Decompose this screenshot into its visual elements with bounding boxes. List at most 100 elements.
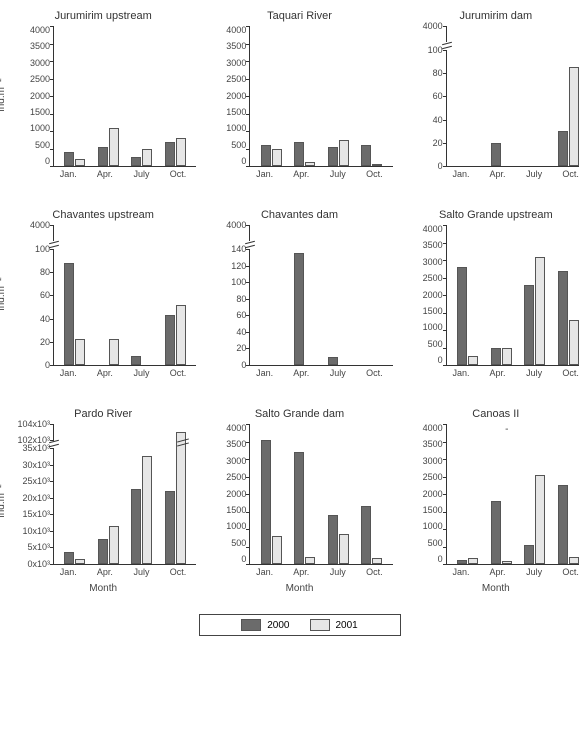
plot-area [53,424,196,565]
y-axis: 40003500300025002000150010005000 [403,424,446,564]
y-axis-label: ind.m⁻² [0,277,7,310]
chart: Canoas II-400035003000250020001500100050… [403,408,579,594]
bar-group [165,305,186,365]
bar-group [328,357,349,365]
y-tick: 3000 [423,258,443,267]
y-tick: 80 [433,69,443,78]
bar-group [131,149,152,167]
x-axis-title: Month [403,583,579,594]
bar-2000 [64,263,74,365]
bar-2001 [109,128,119,167]
bar-2000 [524,545,534,564]
y-tick: 80 [236,295,246,304]
y-tick: 80 [40,268,50,277]
plot-area [446,225,579,366]
y-tick: 40 [236,328,246,337]
chart: Taquari River400035003000250020001500100… [206,10,392,179]
y-tick: 3000 [226,59,246,68]
legend-item-2001: 2001 [310,619,358,631]
y-tick: 4000 [30,26,50,35]
y-tick: 1000 [30,124,50,133]
bar-2000 [165,491,175,564]
y-tick: 25x10³ [22,477,50,486]
x-axis: Jan.Apr.JulyOct. [246,567,392,577]
plot-area [446,424,579,565]
bar-group [558,271,579,366]
bar-2000 [558,131,568,166]
plot-area [249,26,392,167]
legend-swatch-2001 [310,619,330,631]
bar-2001 [535,475,545,564]
y-tick: 20x10³ [22,494,50,503]
y-axis: 40003500300025002000150010005000 [206,424,249,564]
x-tick: July [516,567,553,577]
bar-group [294,452,315,564]
bar-2000 [524,285,534,366]
y-tick: 2500 [30,75,50,84]
bar-group [457,558,478,564]
bar-2000 [491,348,501,366]
x-axis-title: Month [206,583,392,594]
x-tick: Oct. [552,567,579,577]
x-axis: Jan.Apr.JulyOct. [50,169,196,179]
y-tick: 4000 [226,424,246,433]
y-tick: 2000 [226,490,246,499]
y-tick: 2500 [226,75,246,84]
x-axis: Jan.Apr.JulyOct. [443,567,579,577]
plot-area [249,225,392,366]
x-tick: Jan. [50,368,87,378]
bar-group [457,164,478,166]
x-tick: Oct. [356,567,393,577]
x-tick: Apr. [87,368,124,378]
y-tick: 40 [433,116,443,125]
plot-area [249,424,392,565]
chart-title: Salto Grande upstream [403,209,579,221]
y-tick: 4000 [423,22,443,31]
x-tick: Apr. [283,567,320,577]
bar-group [491,348,512,366]
y-axis-label: ind.m⁻² [0,484,7,517]
y-tick: 60 [433,92,443,101]
plot-area [446,26,579,167]
y-axis: 40003500300025002000150010005000 [403,225,446,365]
bar-group [457,267,478,365]
x-tick: Oct. [552,368,579,378]
bar-group [294,253,315,365]
bar-2001 [75,339,85,365]
x-tick: Apr. [283,368,320,378]
bar-2001 [569,320,579,366]
bar-2001 [502,348,512,366]
x-tick: Apr. [479,169,516,179]
x-tick: Apr. [479,567,516,577]
y-tick: 30x10³ [22,461,50,470]
bar-2001 [569,557,579,564]
y-tick: 4000 [423,424,443,433]
y-tick: 500 [231,539,246,548]
bar-group [361,145,382,166]
bar-2000 [328,515,338,564]
x-tick: July [123,567,160,577]
bar-2000 [64,552,74,564]
bar-2001 [109,339,119,365]
y-tick: 1000 [226,124,246,133]
y-tick: 2500 [226,473,246,482]
y-tick: 4000 [226,221,246,230]
y-tick: 4000 [30,221,50,230]
bar-group [524,475,545,564]
chart-title: Salto Grande dam [206,408,392,420]
bar-2000 [131,356,141,365]
bar-2001 [272,536,282,564]
bar-2001 [142,149,152,167]
bar-2001 [339,140,349,166]
x-tick: July [123,368,160,378]
y-tick: 1500 [423,506,443,515]
chart: Chavantes upstream4000020406080100Jan.Ap… [10,209,196,378]
y-tick: 35x10³ [22,444,50,453]
y-axis: 4000020406080100120140 [206,225,249,365]
bar-group [64,552,85,564]
legend-item-2000: 2000 [241,619,289,631]
y-tick: 1000 [423,323,443,332]
x-tick: Oct. [356,169,393,179]
bar-group [98,128,119,167]
y-tick: 60 [236,311,246,320]
